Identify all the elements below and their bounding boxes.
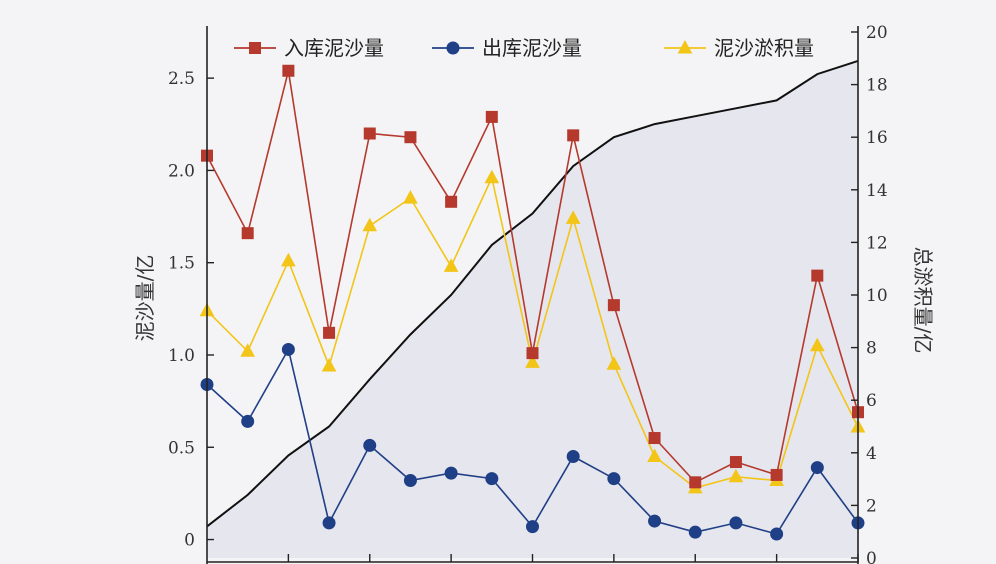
point-circle-5: [403, 473, 417, 487]
point-circle-13: [729, 516, 743, 530]
point-square-2: [282, 64, 295, 77]
right-tick-label-7: 14: [866, 181, 888, 201]
right-axis-title: 总淤积量/亿: [911, 247, 935, 354]
plot-area: [199, 32, 866, 558]
point-circle-4: [363, 438, 377, 452]
point-circle-14: [770, 527, 784, 541]
point-circle-12: [688, 525, 702, 539]
axes: 泥沙量/亿 总淤积量/亿 0 0.5 1.0 1.5 2.0 2.5 0 2 4 6 8 10 12 14…: [133, 23, 935, 564]
point-square-7: [485, 110, 498, 123]
point-triangle-7: [484, 169, 500, 184]
left-axis-title: 泥沙量/亿: [133, 255, 157, 342]
right-tick-label-8: 16: [866, 128, 888, 148]
point-circle-9: [566, 449, 580, 463]
right-tick-label-9: 18: [866, 76, 888, 96]
point-square-13: [729, 456, 742, 469]
point-triangle-1: [240, 343, 256, 357]
point-circle-6: [444, 466, 458, 480]
left-tick-label-0: 0: [184, 531, 195, 551]
legend: 入库泥沙量 出库泥沙量 泥沙淤积量: [234, 36, 814, 60]
point-square-8: [526, 347, 539, 360]
right-tick-label-10: 20: [866, 23, 888, 43]
point-triangle-2: [281, 252, 296, 267]
right-tick-label-2: 4: [866, 444, 877, 464]
left-tick-label-4: 2.0: [168, 161, 195, 181]
point-triangle-6: [443, 258, 459, 272]
point-square-15: [811, 269, 824, 282]
point-triangle-3: [321, 358, 337, 372]
point-circle-1: [241, 414, 255, 428]
point-square-12: [689, 476, 702, 489]
point-triangle-9: [565, 210, 581, 224]
point-square-5: [404, 131, 417, 144]
right-tick-label-4: 8: [866, 339, 877, 359]
legend-marker-2: [677, 39, 693, 54]
right-tick-label-3: 6: [866, 391, 877, 411]
left-tick-label-2: 1.0: [168, 346, 195, 366]
point-triangle-4: [362, 217, 378, 232]
legend-label-0: 入库泥沙量: [284, 36, 384, 60]
point-circle-11: [648, 514, 662, 528]
legend-marker-1: [446, 41, 460, 55]
point-triangle-5: [403, 190, 418, 204]
point-square-10: [607, 299, 620, 312]
point-triangle-10: [606, 356, 622, 370]
right-tick-label-0: 0: [866, 549, 877, 564]
left-tick-label-5: 2.5: [168, 69, 195, 89]
left-tick-label-3: 1.5: [168, 254, 195, 274]
point-circle-15: [810, 461, 824, 475]
legend-marker-0: [249, 42, 261, 54]
right-tick-label-5: 10: [866, 286, 888, 306]
point-square-4: [363, 127, 376, 140]
point-circle-10: [607, 472, 621, 486]
point-square-3: [323, 326, 336, 339]
right-tick-label-6: 12: [866, 233, 888, 253]
point-circle-3: [322, 516, 336, 530]
point-square-9: [567, 129, 580, 142]
point-square-11: [648, 432, 661, 445]
point-circle-7: [485, 472, 499, 486]
legend-label-2: 泥沙淤积量: [714, 36, 814, 60]
point-square-14: [770, 468, 783, 481]
cumulative-line: [206, 59, 859, 528]
left-tick-label-1: 0.5: [168, 438, 195, 458]
cumulative-area: [207, 32, 858, 558]
legend-label-1: 出库泥沙量: [482, 36, 582, 60]
right-tick-label-1: 2: [866, 496, 877, 516]
point-triangle-15: [809, 337, 825, 352]
point-square-1: [241, 227, 254, 240]
point-square-6: [445, 195, 458, 208]
point-triangle-11: [647, 448, 662, 462]
point-circle-2: [281, 342, 295, 356]
point-triangle-8: [525, 354, 540, 368]
point-circle-8: [526, 520, 539, 534]
point-triangle-13: [728, 468, 744, 483]
